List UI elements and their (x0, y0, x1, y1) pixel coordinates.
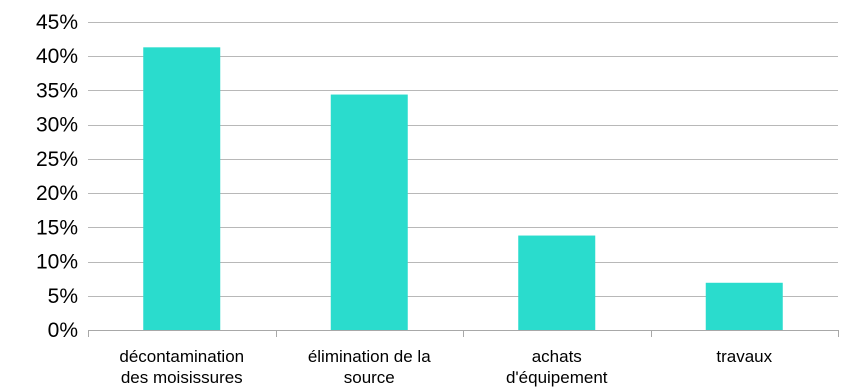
y-axis-tick-labels: 0% 5% 10% 15% 20% 25% 30% 35% 40% 45% (36, 11, 78, 342)
x-axis (88, 330, 839, 337)
y-tick-label: 10% (36, 251, 78, 274)
y-tick-label: 45% (36, 11, 78, 34)
y-tick-label: 20% (36, 182, 78, 205)
x-tick-label: élimination de la source (308, 347, 431, 387)
x-tick-label-line: travaux (716, 347, 772, 366)
y-tick-label: 35% (36, 79, 78, 102)
x-tick-label: travaux (716, 347, 772, 366)
y-tick-label: 5% (48, 285, 78, 308)
x-tick-label-line: décontamination (119, 347, 244, 366)
bar (705, 282, 783, 330)
x-tick-label-line: élimination de la (308, 347, 431, 366)
x-tick-label-line: source (344, 368, 395, 387)
x-axis-tick-labels: décontamination des moisissures éliminatio… (119, 347, 772, 387)
x-tick-label: achats d'équipement (506, 347, 608, 387)
y-tick-label: 15% (36, 216, 78, 239)
y-tick-label: 30% (36, 114, 78, 137)
x-tick-label-line: achats (532, 347, 582, 366)
y-tick-label: 0% (48, 319, 78, 342)
bar (330, 94, 408, 330)
bar (518, 235, 596, 330)
bars (143, 47, 783, 331)
y-tick-label: 40% (36, 45, 78, 68)
x-tick-label-line: des moisissures (121, 368, 243, 387)
y-tick-label: 25% (36, 148, 78, 171)
x-tick-label-line: d'équipement (506, 368, 608, 387)
bar (143, 47, 221, 331)
x-tick-label: décontamination des moisissures (119, 347, 244, 387)
